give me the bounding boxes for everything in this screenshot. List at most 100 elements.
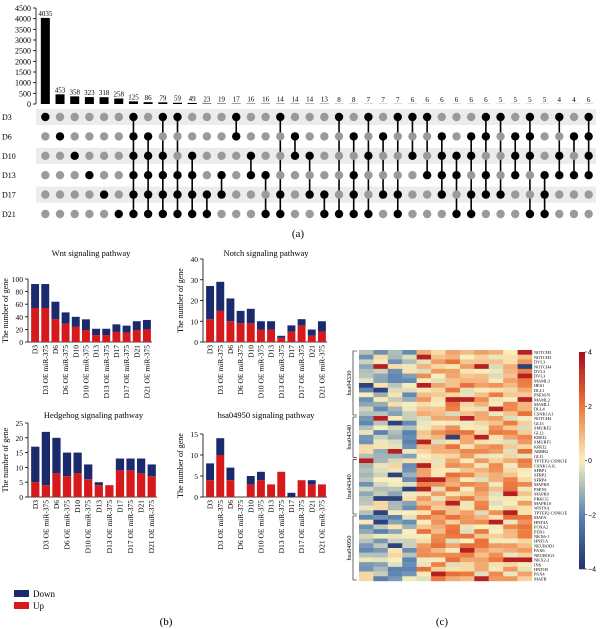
- heatmap-cell: [517, 401, 533, 407]
- upset-bar: [143, 102, 153, 104]
- upset-dot-empty: [437, 209, 447, 219]
- heatmap-cell: [474, 496, 489, 502]
- heatmap-cell: [517, 383, 533, 388]
- heatmap-cell: [503, 557, 518, 563]
- upset-dot-filled: [555, 112, 564, 122]
- heatmap-cell: [517, 543, 533, 549]
- heatmap-cell: [402, 524, 417, 530]
- upset-dot-empty: [70, 132, 79, 141]
- bar-down: [73, 452, 82, 474]
- heatmap-colorbar: 4 2 0 −2 −4: [579, 350, 596, 574]
- colorbar-segment: [579, 554, 585, 559]
- heatmap-cell: [359, 387, 374, 393]
- heatmap-cell: [431, 444, 446, 450]
- heatmap-cell: [488, 368, 504, 374]
- heatmap-cell: [373, 453, 389, 459]
- heatmap-cell: [445, 557, 461, 563]
- heatmap-cell: [402, 420, 417, 426]
- heatmap-cell: [359, 571, 374, 577]
- upset-dot-filled: [173, 209, 182, 219]
- heatmap-cell: [387, 505, 403, 511]
- upset-dot-filled: [555, 151, 564, 160]
- heatmap-cell: [431, 359, 446, 365]
- heatmap-cell: [488, 373, 504, 379]
- bar-x-tick-label: D17 OE miR-375: [122, 345, 131, 399]
- upset-dot-empty: [70, 190, 79, 199]
- heatmap-cell: [431, 538, 446, 544]
- bar-down: [62, 452, 72, 477]
- heatmap-cell: [359, 458, 374, 464]
- upset-dot-filled: [202, 190, 212, 199]
- heatmap-cell: [503, 387, 518, 393]
- heatmap-cell: [431, 368, 446, 374]
- bar-down: [61, 312, 70, 324]
- upset-dot-empty: [320, 132, 329, 141]
- upset-dot-filled: [187, 171, 197, 180]
- heatmap-cell: [459, 538, 475, 544]
- legend-label-down: Down: [33, 589, 55, 599]
- heatmap-cell: [416, 472, 432, 478]
- upset-dot-empty: [496, 151, 505, 160]
- heatmap-cell: [517, 425, 533, 431]
- upset-dot-empty: [41, 151, 50, 160]
- heatmap-cell: [359, 510, 374, 516]
- heatmap-cell: [459, 571, 475, 577]
- colorbar-segment: [579, 558, 585, 563]
- heatmap-cell: [503, 552, 518, 558]
- upset-bar-label: 6: [469, 96, 473, 104]
- heatmap-cell: [459, 359, 475, 365]
- heatmap-cell: [474, 383, 489, 388]
- colorbar-segment: [579, 536, 585, 541]
- bar-x-tick-label: D17: [115, 500, 124, 513]
- upset-bar-label: 6: [587, 96, 591, 104]
- heatmap-cell: [359, 552, 374, 558]
- heatmap-row-label: ARRB2: [534, 449, 548, 454]
- upset-dot-empty: [569, 190, 579, 199]
- bar-down: [256, 471, 265, 481]
- upset-dot-empty: [70, 209, 79, 219]
- heatmap-cell: [503, 571, 518, 577]
- upset-bar-label: 6: [411, 96, 415, 104]
- heatmap-cell: [503, 411, 518, 417]
- heatmap-cell: [387, 548, 403, 553]
- colorbar-segment: [579, 388, 585, 393]
- heatmap-cell: [445, 548, 461, 553]
- heatmap-cell: [387, 543, 403, 549]
- heatmap-cell: [373, 411, 389, 417]
- heatmap-row-label: PDX1: [534, 529, 545, 534]
- upset-dot-empty: [511, 190, 520, 199]
- heatmap-cell: [503, 364, 518, 370]
- upset-dot-empty: [378, 151, 388, 160]
- upset-bar-label: 49: [189, 95, 197, 103]
- upset-bar-label: 6: [455, 96, 459, 104]
- heatmap-cell: [416, 387, 432, 393]
- bar-x-tick-label: D3: [206, 500, 215, 509]
- heatmap-cell: [488, 383, 504, 388]
- heatmap-cell: [387, 458, 403, 464]
- upset-dot-filled: [408, 112, 417, 122]
- heatmap-cell: [387, 519, 403, 525]
- bar-up: [307, 335, 316, 342]
- heatmap-row-label: KREI2: [534, 435, 546, 440]
- bar-down: [31, 284, 40, 308]
- heatmap-cell: [488, 416, 504, 421]
- colorbar-segment: [579, 529, 585, 534]
- bar-x-tick-label: D10: [246, 500, 255, 513]
- heatmap-cell: [402, 406, 417, 412]
- heatmap-cell: [474, 378, 489, 384]
- bar-down: [206, 285, 215, 320]
- upset-y-tick-label: 2000: [15, 57, 31, 66]
- upset-dot-filled: [290, 151, 300, 160]
- heatmap-cell: [488, 529, 504, 535]
- bar-up: [246, 484, 255, 497]
- bar-down: [256, 321, 265, 330]
- bar-x-tick-label: D6 OE miR-375: [61, 345, 70, 395]
- bar-up: [277, 337, 286, 342]
- upset-dot-filled: [496, 112, 505, 122]
- heatmap-cell: [431, 378, 446, 384]
- heatmap-cell: [517, 519, 533, 525]
- heatmap-cell: [359, 529, 374, 535]
- heatmap-row-label: SFRP4: [534, 477, 547, 482]
- heatmap-cell: [474, 425, 489, 431]
- heatmap-cell: [431, 364, 446, 370]
